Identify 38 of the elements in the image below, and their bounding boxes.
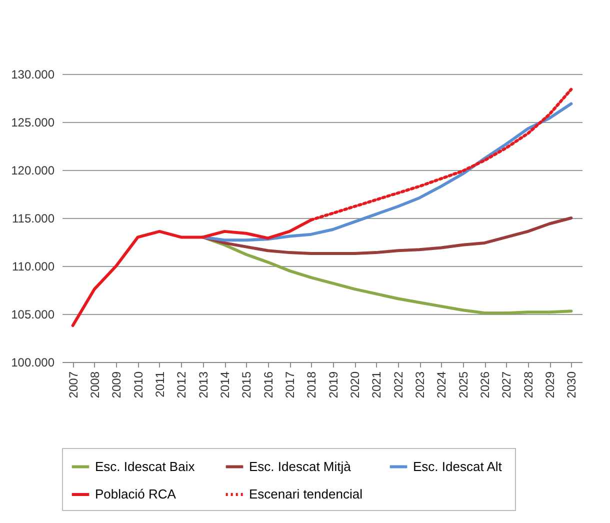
x-tick-label: 2010 (131, 371, 146, 398)
x-tick-label: 2007 (66, 371, 80, 398)
x-tick-label: 2018 (304, 371, 319, 398)
legend-label: Escenari tendencial (249, 486, 363, 502)
legend-label: Esc. Idescat Baix (95, 458, 196, 474)
y-tick-label: 110.000 (12, 260, 55, 274)
x-tick-label: 2027 (500, 371, 514, 398)
x-tick-label: 2009 (110, 371, 124, 398)
x-tick-label: 2030 (564, 371, 579, 398)
x-tick-label: 2025 (456, 371, 470, 398)
x-tick-label: 2026 (478, 371, 492, 398)
y-tick-label: 120.000 (11, 164, 55, 178)
line-series (201, 102, 573, 242)
x-tick-label: 2012 (174, 371, 189, 398)
legend-label: Esc. Idescat Mitjà (249, 458, 352, 474)
x-tick-label: 2017 (283, 371, 297, 398)
x-tick-label: 2016 (261, 371, 276, 398)
x-tick-label: 2014 (218, 371, 232, 398)
x-tick-label: 2024 (434, 371, 449, 398)
legend-label: Esc. Idescat Alt (413, 458, 502, 474)
x-tick-label: 2021 (370, 371, 384, 398)
x-tick-label: 2011 (153, 371, 167, 398)
x-tick-label: 2019 (326, 371, 340, 398)
x-tick-label: 2028 (521, 371, 536, 398)
x-tick-label: 2013 (196, 371, 210, 398)
legend-label: Població RCA (95, 486, 176, 502)
x-tick-label: 2008 (88, 371, 102, 398)
y-tick-label: 100.000 (11, 356, 55, 370)
x-tick-label: 2020 (348, 371, 362, 398)
y-tick-label: 130.000 (11, 68, 55, 82)
y-tick-label: 125.000 (11, 116, 55, 130)
x-tick-label: 2029 (543, 371, 557, 398)
x-tick-label: 2015 (240, 371, 254, 398)
x-tick-label: 2023 (413, 371, 427, 398)
y-tick-label: 105.000 (11, 308, 55, 322)
line-series (201, 236, 573, 315)
x-tick-label: 2022 (391, 371, 406, 398)
y-tick-label: 115.000 (12, 212, 55, 226)
